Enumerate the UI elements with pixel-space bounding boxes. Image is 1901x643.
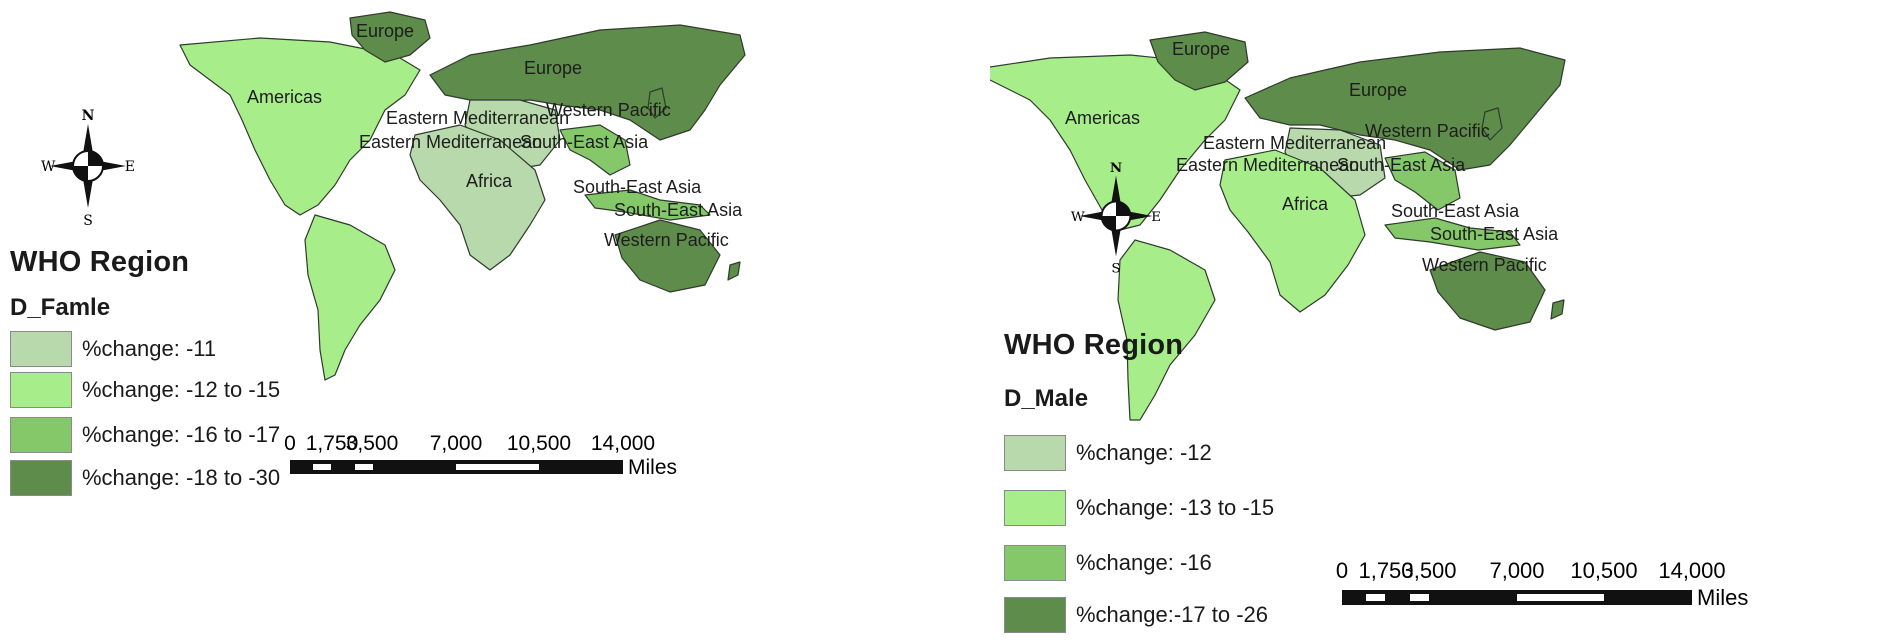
landmass-indonesia (1384, 217, 1521, 251)
scale-bar: 0 1,750 3,500 7,000 10,500 14,000 Miles (1336, 558, 1748, 610)
legend-label: %change: -16 to -17 (82, 422, 281, 447)
region-label: Europe (356, 21, 414, 41)
legend-item: %change: -16 (1004, 545, 1212, 581)
legend-item: %change: -13 to -15 (1004, 490, 1274, 526)
region-label: Europe (1172, 39, 1230, 59)
landmass-greenland (1149, 31, 1249, 91)
scale-unit: Miles (628, 456, 677, 479)
region-label: South-East Asia (1337, 155, 1466, 175)
scale-tick: 10,500 (1570, 558, 1637, 583)
compass-south: S (83, 213, 93, 228)
region-label: Eastern Mediterranean (359, 132, 542, 152)
map-panel-male: Europe Europe Americas Eastern Mediterra… (990, 0, 1901, 643)
region-label: Western Pacific (1422, 255, 1547, 275)
landmass-africa (1219, 149, 1366, 313)
region-label: South-East Asia (614, 200, 743, 220)
legend-swatch (1004, 597, 1066, 633)
legend-item: %change: -12 (1004, 435, 1212, 471)
world-map-female: Europe Europe Americas Eastern Mediterra… (179, 11, 746, 381)
region-label: South-East Asia (573, 177, 702, 197)
legend-swatch (1004, 490, 1066, 526)
legend-title: WHO Region (10, 246, 190, 278)
world-map-male: Europe Europe Americas Eastern Mediterra… (990, 31, 1566, 421)
landmass-new-zealand (1550, 299, 1565, 320)
landmass-australia (614, 219, 721, 293)
legend-swatch (10, 372, 72, 408)
region-label: Western Pacific (604, 230, 729, 250)
compass-east: E (1151, 210, 1161, 225)
legend-item: %change:-17 to -26 (1004, 597, 1268, 633)
landmass-south-america (304, 214, 396, 381)
region-label: Eastern Mediterranean (1176, 155, 1359, 175)
map-panel-female: Europe Europe Americas Eastern Mediterra… (0, 0, 950, 643)
legend-label: %change: -11 (82, 336, 217, 361)
compass-south: S (1111, 262, 1120, 276)
legend-item: %change: -12 to -15 (10, 372, 280, 408)
region-label: Europe (524, 58, 582, 78)
region-label: Americas (247, 87, 322, 107)
landmass-south-america (1117, 239, 1216, 421)
region-label: Western Pacific (546, 100, 671, 120)
north-arrow-icon: N S W E (41, 108, 135, 228)
legend-swatch (1004, 435, 1066, 471)
legend-swatch (10, 331, 72, 367)
region-label: South-East Asia (520, 132, 649, 152)
region-label: Europe (1349, 80, 1407, 100)
legend-label: %change: -18 to -30 (82, 465, 281, 490)
legend-item: %change: -16 to -17 (10, 417, 280, 453)
scale-tick: 3,500 (346, 432, 399, 455)
legend-label: %change: -16 (1076, 550, 1212, 575)
legend-item: %change: -18 to -30 (10, 460, 280, 496)
region-label: Eastern Mediterranean (1203, 133, 1386, 153)
landmass-greenland (349, 11, 431, 63)
landmass-africa (409, 124, 546, 271)
legend-field: D_Famle (10, 294, 111, 321)
north-arrow-icon: N S W E (1071, 160, 1161, 276)
legend-swatch (1004, 545, 1066, 581)
region-label: South-East Asia (1430, 224, 1559, 244)
landmass-indonesia (584, 189, 711, 221)
compass-north: N (1110, 160, 1122, 176)
legend-title: WHO Region (1004, 329, 1184, 361)
region-label: Africa (1282, 194, 1329, 214)
scale-tick: 0 (284, 432, 296, 455)
landmass-new-zealand (727, 261, 741, 281)
legend-label: %change: -13 to -15 (1076, 495, 1275, 520)
scale-bar: 0 1,750 3,500 7,000 10,500 14,000 Miles (284, 432, 677, 479)
legend-label: %change:-17 to -26 (1076, 602, 1269, 627)
scale-tick: 3,500 (1401, 558, 1456, 583)
compass-east: E (125, 159, 135, 175)
scale-tick: 14,000 (1658, 558, 1725, 583)
legend-item: %change: -11 (10, 331, 216, 367)
region-label: Eastern Mediterranean (386, 108, 569, 128)
scale-tick: 10,500 (507, 432, 571, 455)
region-label: South-East Asia (1391, 201, 1520, 221)
landmass-japan (647, 87, 667, 119)
scale-tick: 0 (1336, 558, 1348, 583)
landmass-south-asia (559, 124, 631, 176)
legend-field: D_Male (1004, 385, 1089, 412)
scale-tick: 7,000 (1489, 558, 1544, 583)
legend-label: %change: -12 (1076, 440, 1212, 465)
landmass-north-america (179, 37, 421, 216)
scale-unit: Miles (1697, 585, 1748, 610)
region-label: Americas (1065, 108, 1140, 128)
compass-west: W (41, 159, 56, 175)
landmass-japan (1481, 107, 1503, 141)
landmass-australia (1429, 251, 1546, 331)
scale-tick: 1,750 (306, 432, 359, 455)
legend-swatch (10, 417, 72, 453)
compass-north: N (82, 108, 95, 124)
landmass-eurasia (1244, 47, 1566, 171)
compass-west: W (1071, 210, 1085, 225)
scale-tick: 1,750 (1358, 558, 1413, 583)
legend-swatch (10, 460, 72, 496)
scale-tick: 14,000 (591, 432, 655, 455)
landmass-south-asia (1384, 151, 1461, 211)
region-label: Western Pacific (1365, 121, 1490, 141)
scale-tick: 7,000 (430, 432, 483, 455)
legend-label: %change: -12 to -15 (82, 377, 281, 402)
region-label: Africa (466, 171, 513, 191)
